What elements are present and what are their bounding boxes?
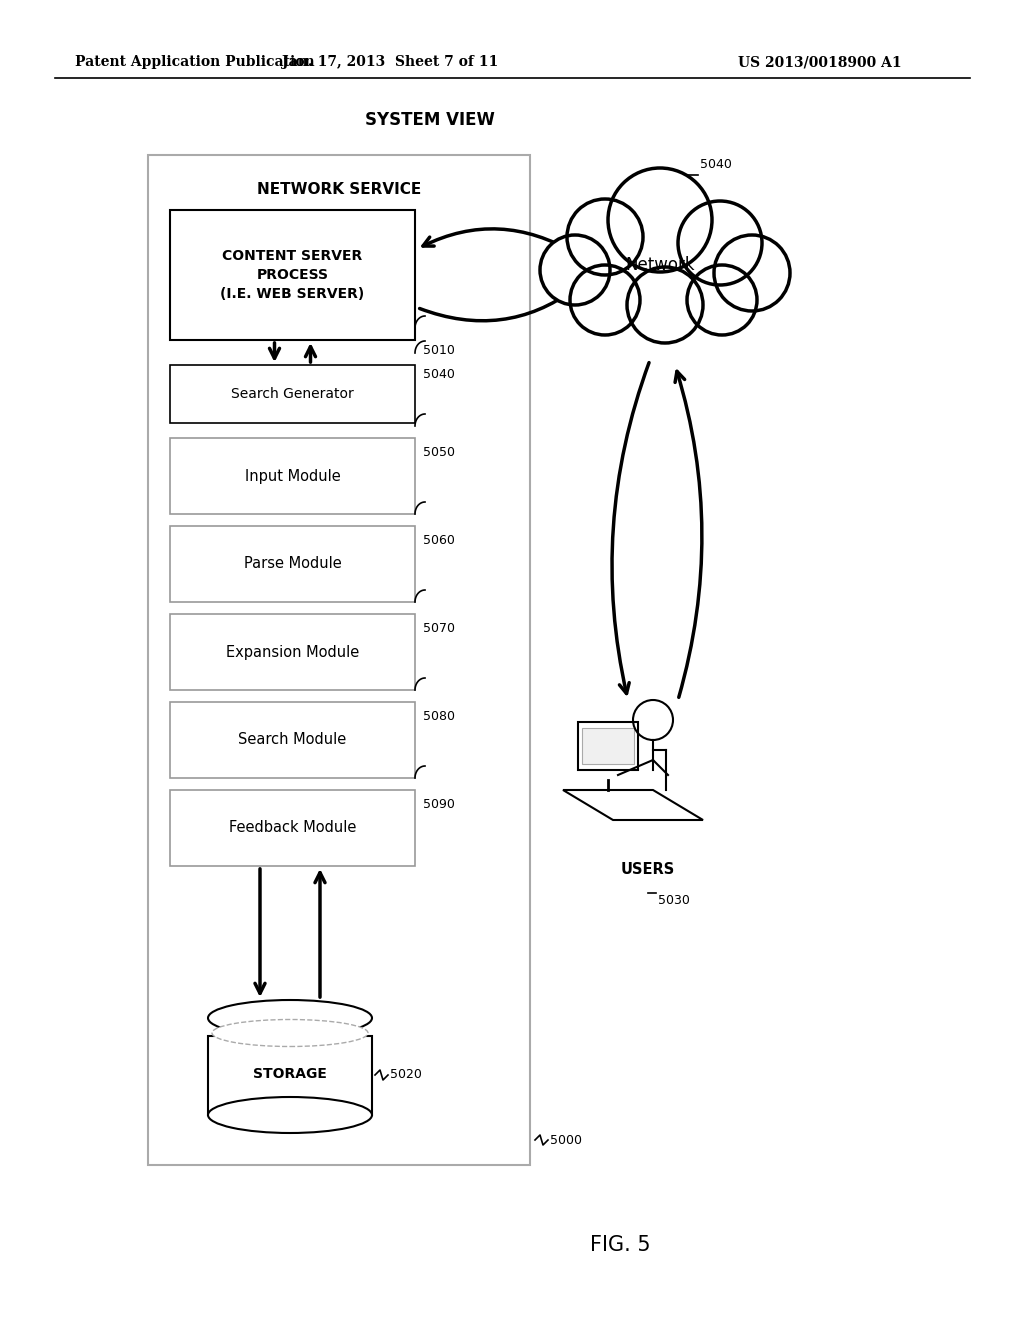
Bar — [170, 438, 415, 513]
Circle shape — [678, 201, 762, 285]
Bar — [170, 614, 415, 690]
Circle shape — [570, 265, 640, 335]
Text: 5010: 5010 — [423, 343, 455, 356]
Text: Parse Module: Parse Module — [244, 557, 341, 572]
Text: 5060: 5060 — [423, 535, 455, 546]
Bar — [170, 525, 415, 602]
Ellipse shape — [212, 1019, 368, 1047]
Text: FIG. 5: FIG. 5 — [590, 1236, 650, 1255]
Bar — [148, 154, 530, 1166]
Bar — [170, 210, 415, 341]
Text: CONTENT SERVER
PROCESS
(I.E. WEB SERVER): CONTENT SERVER PROCESS (I.E. WEB SERVER) — [220, 248, 365, 301]
Text: Patent Application Publication: Patent Application Publication — [75, 55, 314, 69]
Text: STORAGE: STORAGE — [253, 1068, 327, 1081]
Text: 5050: 5050 — [423, 446, 455, 459]
Polygon shape — [563, 789, 703, 820]
Text: Input Module: Input Module — [245, 469, 340, 483]
Text: 5030: 5030 — [658, 894, 690, 907]
Text: Network: Network — [626, 256, 695, 275]
Circle shape — [608, 168, 712, 272]
Text: 5000: 5000 — [550, 1134, 582, 1147]
Text: 5080: 5080 — [423, 710, 455, 723]
Text: NETWORK SERVICE: NETWORK SERVICE — [257, 182, 421, 198]
Text: 5040: 5040 — [700, 158, 732, 172]
Text: Search Generator: Search Generator — [231, 387, 354, 401]
Text: 5020: 5020 — [390, 1068, 422, 1081]
Text: SYSTEM VIEW: SYSTEM VIEW — [366, 111, 495, 129]
Text: 5040: 5040 — [423, 368, 455, 381]
Text: US 2013/0018900 A1: US 2013/0018900 A1 — [738, 55, 902, 69]
Text: Jan. 17, 2013  Sheet 7 of 11: Jan. 17, 2013 Sheet 7 of 11 — [282, 55, 498, 69]
Ellipse shape — [208, 1001, 372, 1036]
Circle shape — [627, 267, 703, 343]
Bar — [208, 1036, 372, 1115]
Circle shape — [714, 235, 790, 312]
Circle shape — [687, 265, 757, 335]
Text: 5070: 5070 — [423, 622, 455, 635]
Bar — [170, 702, 415, 777]
Ellipse shape — [208, 1097, 372, 1133]
Circle shape — [540, 235, 610, 305]
Bar — [582, 729, 634, 764]
Text: USERS: USERS — [621, 862, 675, 878]
Text: 5090: 5090 — [423, 799, 455, 810]
Text: Feedback Module: Feedback Module — [228, 821, 356, 836]
Bar — [170, 789, 415, 866]
Bar — [578, 722, 638, 770]
Text: Search Module: Search Module — [239, 733, 347, 747]
Text: Expansion Module: Expansion Module — [226, 644, 359, 660]
Circle shape — [567, 199, 643, 275]
Bar — [170, 366, 415, 422]
